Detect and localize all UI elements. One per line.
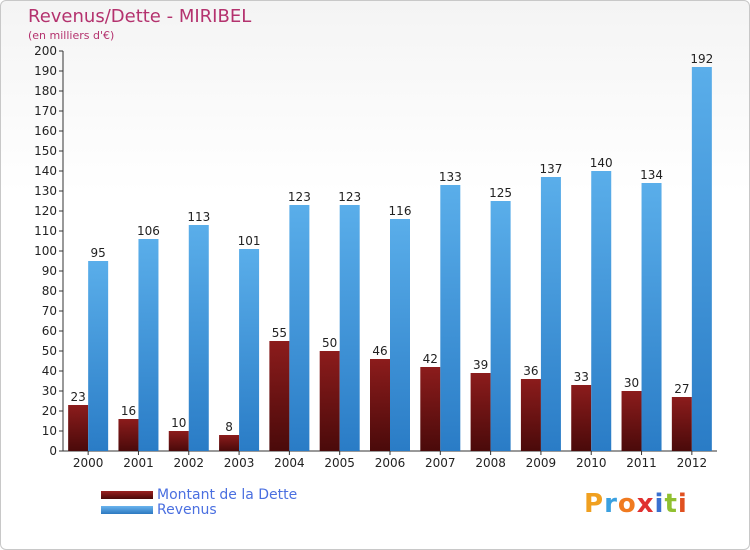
- x-tick-label: 2008: [475, 456, 506, 470]
- bar-dette: [470, 373, 491, 451]
- legend-swatch-revenus: [101, 505, 153, 514]
- y-tick-label: 190: [34, 64, 57, 78]
- data-label-revenus: 192: [690, 52, 713, 66]
- x-tick-label: 2001: [123, 456, 154, 470]
- legend: Montant de la Dette Revenus: [101, 486, 298, 518]
- proxiti-logo: Proxiti: [584, 489, 688, 519]
- data-label-dette: 30: [624, 376, 639, 390]
- data-label-dette: 50: [322, 336, 337, 350]
- x-tick-label: 2009: [526, 456, 557, 470]
- x-tick-label: 2012: [677, 456, 708, 470]
- data-label-dette: 42: [423, 352, 438, 366]
- bar-dette: [621, 391, 642, 451]
- y-tick-label: 20: [42, 404, 57, 418]
- y-tick-label: 40: [42, 364, 57, 378]
- data-label-revenus: 101: [238, 234, 261, 248]
- bar-revenus: [289, 205, 310, 451]
- y-tick-label: 200: [34, 44, 57, 58]
- data-label-dette: 8: [225, 420, 233, 434]
- data-label-revenus: 116: [389, 204, 412, 218]
- data-label-dette: 36: [523, 364, 538, 378]
- legend-label-dette: Montant de la Dette: [157, 486, 298, 503]
- y-tick-label: 30: [42, 384, 57, 398]
- data-label-revenus: 125: [489, 186, 512, 200]
- data-label-dette: 46: [372, 344, 387, 358]
- bar-dette: [168, 431, 189, 451]
- data-label-dette: 16: [121, 404, 136, 418]
- y-tick-label: 120: [34, 204, 57, 218]
- bar-revenus: [239, 249, 260, 451]
- bar-dette: [319, 351, 340, 451]
- data-label-revenus: 133: [439, 170, 462, 184]
- x-tick-label: 2003: [224, 456, 255, 470]
- legend-label-revenus: Revenus: [157, 501, 217, 518]
- data-label-revenus: 134: [640, 168, 663, 182]
- data-label-revenus: 95: [91, 246, 106, 260]
- bar-revenus: [641, 183, 662, 451]
- data-label-dette: 23: [71, 390, 86, 404]
- y-tick-label: 50: [42, 344, 57, 358]
- data-label-revenus: 123: [338, 190, 361, 204]
- bar-revenus: [88, 261, 109, 451]
- bar-dette: [68, 405, 89, 451]
- data-label-revenus: 123: [288, 190, 311, 204]
- x-tick-label: 2006: [375, 456, 406, 470]
- bar-dette: [671, 397, 692, 451]
- data-label-dette: 55: [272, 326, 287, 340]
- bar-dette: [571, 385, 592, 451]
- data-label-revenus: 137: [539, 162, 562, 176]
- data-label-revenus: 140: [590, 156, 613, 170]
- data-label-revenus: 106: [137, 224, 160, 238]
- y-tick-label: 60: [42, 324, 57, 338]
- data-label-dette: 39: [473, 358, 488, 372]
- bar-revenus: [188, 225, 209, 451]
- y-tick-label: 180: [34, 84, 57, 98]
- legend-item-dette: Montant de la Dette: [101, 486, 298, 503]
- bar-dette: [269, 341, 290, 451]
- bar-revenus: [138, 239, 159, 451]
- x-tick-label: 2004: [274, 456, 305, 470]
- bar-dette: [520, 379, 541, 451]
- y-tick-label: 10: [42, 424, 57, 438]
- bar-revenus: [440, 185, 461, 451]
- data-label-dette: 27: [674, 382, 689, 396]
- x-tick-label: 2005: [324, 456, 355, 470]
- y-tick-label: 150: [34, 144, 57, 158]
- y-tick-label: 70: [42, 304, 57, 318]
- bar-revenus: [540, 177, 561, 451]
- x-tick-label: 2007: [425, 456, 456, 470]
- data-label-dette: 33: [574, 370, 589, 384]
- bar-dette: [370, 359, 390, 451]
- legend-swatch-dette: [101, 490, 153, 499]
- chart-title: Revenus/Dette - MIRIBEL: [28, 6, 252, 27]
- bar-revenus: [390, 219, 410, 451]
- y-tick-label: 140: [34, 164, 57, 178]
- y-tick-label: 100: [34, 244, 57, 258]
- x-tick-label: 2000: [73, 456, 104, 470]
- bar-chart: 0 10 20 30 40 50 60 70 80 90 100 110 120 130 140 150 160…: [34, 44, 717, 470]
- chart-subtitle: (en milliers d'€): [28, 29, 115, 42]
- x-tick-label: 2002: [173, 456, 204, 470]
- bar-revenus: [339, 205, 360, 451]
- y-tick-label: 160: [34, 124, 57, 138]
- y-tick-label: 110: [34, 224, 57, 238]
- legend-item-revenus: Revenus: [101, 501, 297, 518]
- bar-dette: [219, 435, 240, 451]
- y-tick-label: 170: [34, 104, 57, 118]
- y-tick-label: 0: [49, 444, 57, 458]
- bar-revenus: [591, 171, 612, 451]
- y-tick-label: 130: [34, 184, 57, 198]
- bar-revenus: [490, 201, 511, 451]
- bar-dette: [420, 367, 441, 451]
- y-tick-label: 80: [42, 284, 57, 298]
- x-tick-label: 2011: [626, 456, 657, 470]
- x-tick-label: 2010: [576, 456, 607, 470]
- y-tick-label: 90: [42, 264, 57, 278]
- data-label-dette: 10: [171, 416, 186, 430]
- bar-revenus: [691, 67, 712, 451]
- bar-dette: [118, 419, 139, 451]
- data-label-revenus: 113: [187, 210, 210, 224]
